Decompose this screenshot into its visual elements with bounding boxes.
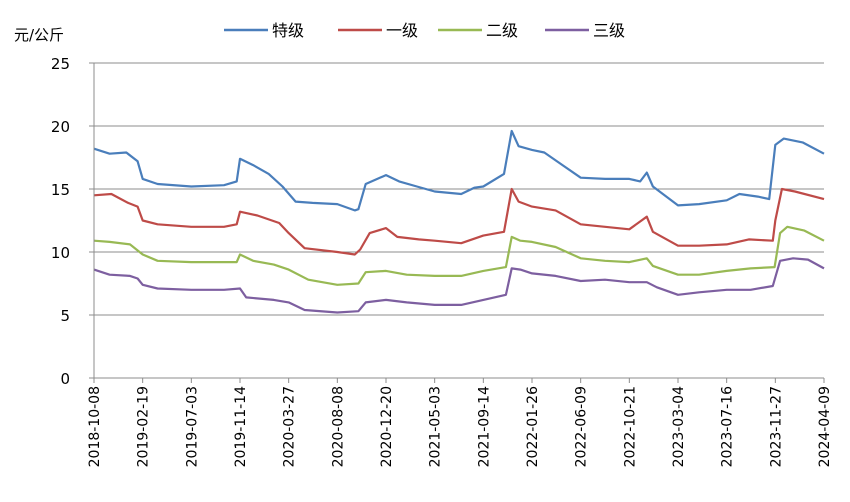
x-tick-label: 2019-11-14 — [233, 386, 249, 467]
x-tick-label: 2022-10-21 — [622, 386, 638, 467]
x-tick-label: 2023-07-16 — [720, 386, 736, 467]
legend-label-1: 特级 — [272, 21, 304, 40]
legend-label-2: 一级 — [386, 21, 418, 40]
y-tick-label: 25 — [51, 55, 70, 73]
x-tick-label: 2022-06-09 — [574, 386, 590, 467]
x-tick-label: 2020-08-08 — [330, 386, 346, 467]
series-line-4 — [93, 257, 825, 314]
y-tick-label: 5 — [60, 307, 70, 325]
series-line-2 — [93, 187, 825, 256]
series-lines — [93, 129, 825, 314]
legend-label-3: 二级 — [486, 21, 518, 40]
x-tick-label: 2023-11-27 — [768, 386, 784, 467]
y-tick-label: 10 — [51, 244, 70, 262]
x-tick-label: 2022-01-26 — [525, 386, 541, 467]
grid-lines — [94, 62, 824, 316]
x-tick-label: 2019-02-19 — [136, 386, 152, 467]
x-tick-label: 2020-12-20 — [379, 386, 395, 467]
y-axis-label: 元/公斤 — [14, 26, 64, 44]
series-line-3 — [93, 225, 825, 286]
x-tick-label: 2024-04-09 — [817, 386, 833, 467]
x-tick-label: 2023-03-04 — [671, 386, 687, 467]
y-tick-label: 20 — [51, 118, 70, 136]
legend: 特级 一级 二级 三级 — [224, 21, 625, 40]
legend-label-4: 三级 — [593, 21, 625, 40]
x-axis-ticks: 2018-10-08 2019-02-19 2019-07-03 2019-11-14… — [87, 378, 833, 467]
axes — [93, 63, 824, 379]
x-tick-label: 2019-07-03 — [184, 386, 200, 467]
x-tick-label: 2021-05-03 — [428, 386, 444, 467]
series-line-1 — [93, 129, 825, 212]
x-tick-label: 2021-09-14 — [476, 386, 492, 467]
y-tick-label: 15 — [51, 181, 70, 199]
y-axis-ticks: 0 5 10 15 20 25 — [51, 55, 94, 388]
y-tick-label: 0 — [60, 370, 70, 388]
x-tick-label: 2018-10-08 — [87, 386, 103, 467]
x-tick-label: 2020-03-27 — [282, 386, 298, 467]
